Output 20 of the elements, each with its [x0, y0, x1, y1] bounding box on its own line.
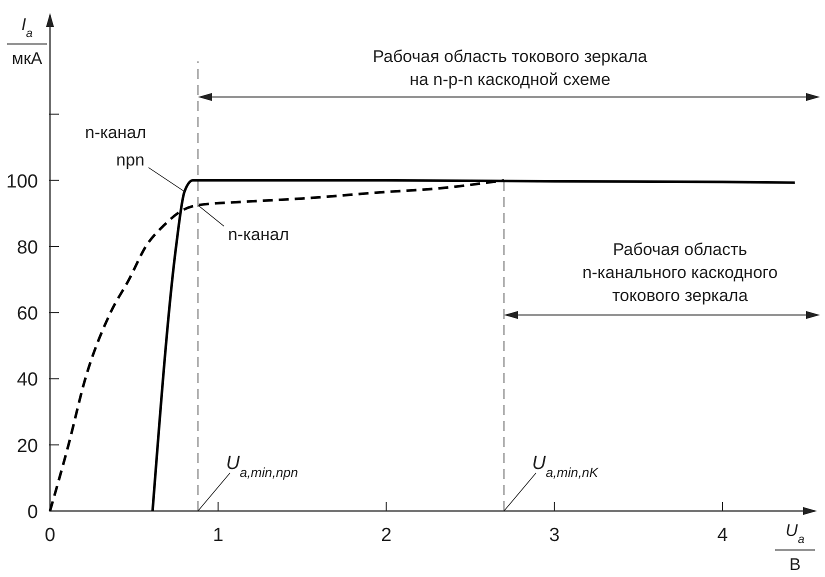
- x-tick-label: 1: [212, 525, 224, 546]
- text: npn: [116, 150, 145, 170]
- annotation: U$_{a,min,nK}$: [532, 453, 600, 480]
- y-tick-label: 60: [16, 304, 38, 325]
- x-tick-label: 4: [717, 525, 728, 546]
- x-tick-label: 3: [549, 525, 560, 546]
- y-tick-label: 80: [16, 237, 38, 258]
- series-label: n-канал: [228, 225, 290, 244]
- x-tick-label: 0: [44, 525, 56, 546]
- y-tick-label: 20: [16, 436, 38, 457]
- y-tick-label: 40: [16, 370, 38, 391]
- y-tick-label: 100: [6, 171, 38, 192]
- y-axis-title: I$_{a}$ мкА: [12, 15, 43, 68]
- x-axis-title: U$_{a}$ В: [786, 521, 805, 574]
- x-tick-label: 2: [380, 525, 392, 546]
- annotation: Рабочая область токового зеркала на n-p-n каскодной схеме: [372, 47, 648, 89]
- annotation: Рабочая область n-канального каскодного токового зеркала: [582, 240, 778, 305]
- annotation: n-канал: [85, 123, 146, 142]
- y-tick-label: 0: [27, 502, 38, 523]
- annotation: U$_{a,min,npn}$: [226, 453, 298, 480]
